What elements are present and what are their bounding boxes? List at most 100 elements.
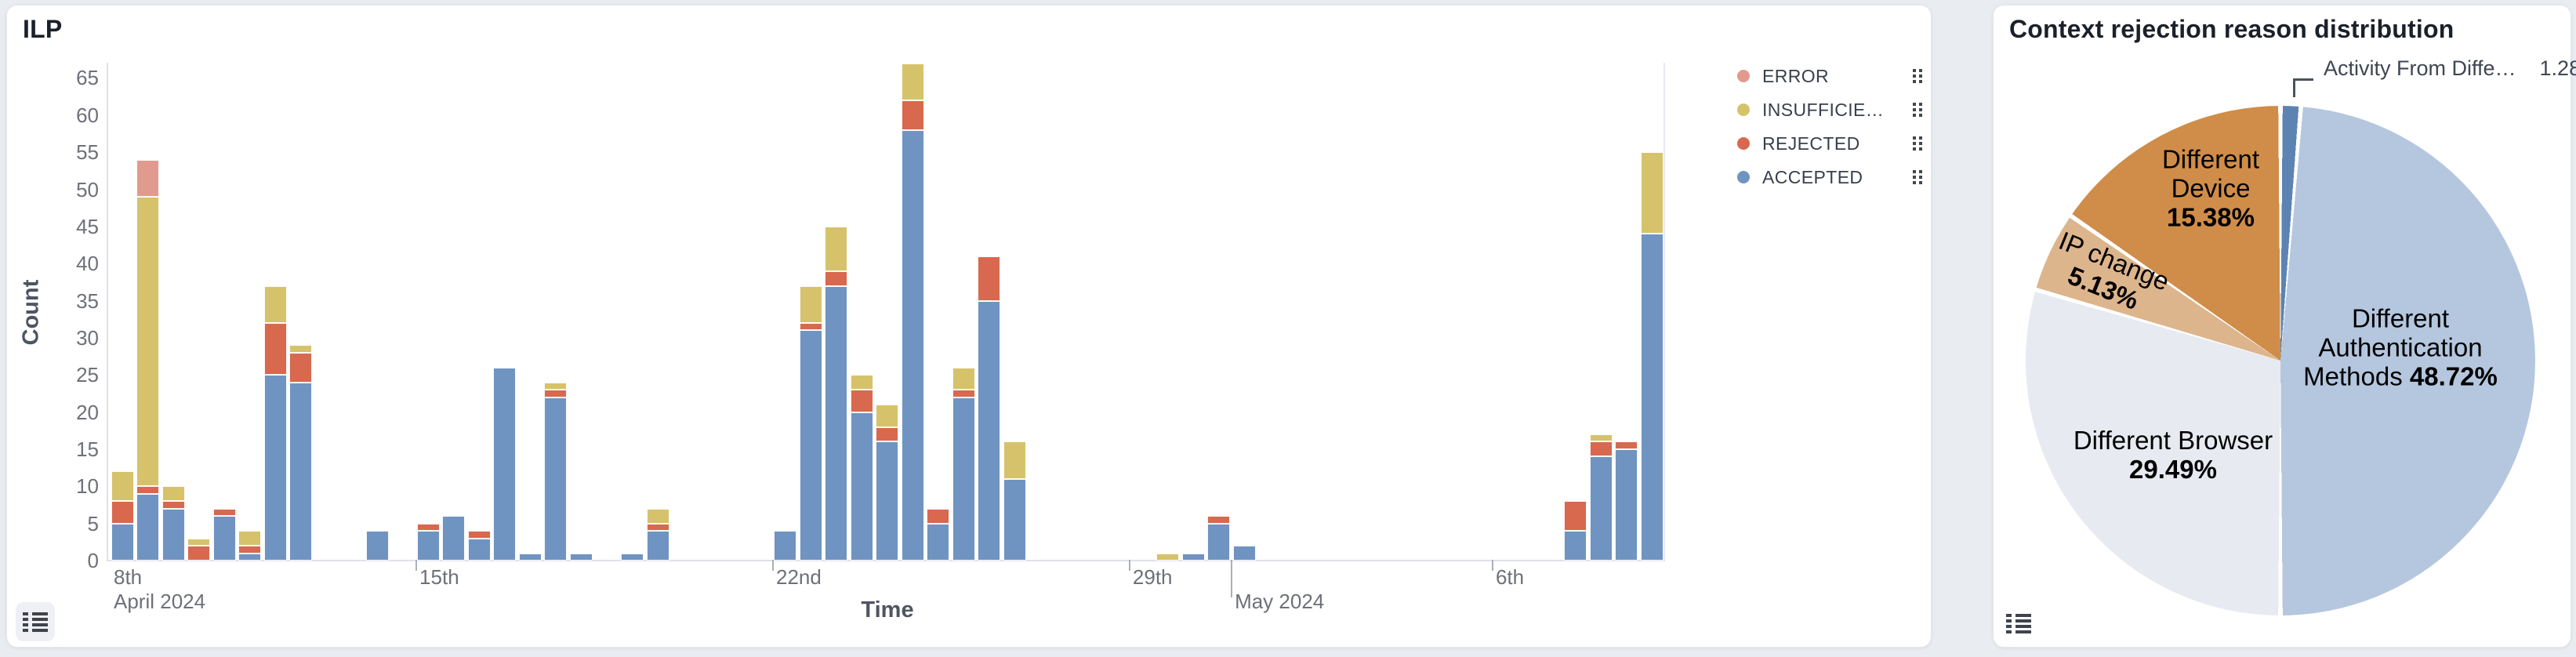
stacked-bar[interactable] bbox=[416, 523, 440, 561]
bar-segment-rejected bbox=[952, 390, 975, 397]
stacked-bar[interactable] bbox=[263, 285, 287, 561]
stacked-bar[interactable] bbox=[467, 531, 491, 561]
bar-segment-accepted bbox=[1640, 234, 1664, 561]
bar-segment-rejected bbox=[544, 390, 568, 397]
pie-outside-label-pct: 1.28% bbox=[2539, 56, 2576, 80]
bar-segment-rejected bbox=[111, 501, 134, 524]
y-tick-label: 25 bbox=[76, 363, 99, 387]
bar-segment-insufficient bbox=[161, 486, 185, 502]
legend-item-error[interactable]: ERROR bbox=[1737, 61, 1922, 91]
stacked-bar[interactable] bbox=[212, 508, 236, 561]
stacked-bar[interactable] bbox=[1207, 516, 1231, 561]
stacked-bar[interactable] bbox=[646, 508, 669, 561]
y-axis-line bbox=[107, 63, 108, 561]
stacked-bar[interactable] bbox=[774, 531, 797, 561]
bar-segment-accepted bbox=[238, 553, 262, 561]
stacked-bar[interactable] bbox=[161, 486, 185, 561]
stacked-bar[interactable] bbox=[442, 516, 466, 561]
drag-grip-icon[interactable] bbox=[1913, 170, 1922, 184]
x-tick-mark bbox=[771, 560, 774, 571]
x-axis-name: Time bbox=[861, 597, 914, 623]
y-tick-label: 10 bbox=[76, 474, 99, 499]
stacked-bar[interactable] bbox=[569, 553, 593, 561]
bar-segment-rejected bbox=[646, 523, 669, 532]
legend-dot-icon bbox=[1737, 171, 1750, 183]
stacked-bar[interactable] bbox=[1564, 501, 1587, 561]
rejection-panel-title: Context rejection reason distribution bbox=[2009, 15, 2454, 43]
bar-segment-accepted bbox=[161, 508, 185, 561]
bar-segment-rejected bbox=[901, 100, 924, 130]
stacked-bar[interactable] bbox=[901, 63, 924, 561]
grip-dot bbox=[1913, 114, 1916, 117]
stacked-bar[interactable] bbox=[850, 375, 873, 561]
rejection-pie[interactable] bbox=[2026, 106, 2535, 615]
bar-segment-rejected bbox=[187, 546, 211, 561]
stacked-bar[interactable] bbox=[952, 367, 975, 561]
stacked-bar[interactable] bbox=[620, 553, 644, 561]
stacked-bar[interactable] bbox=[493, 367, 517, 561]
stacked-bar[interactable] bbox=[289, 345, 313, 561]
grip-dot bbox=[1919, 108, 1922, 111]
x-tick-label: 8th bbox=[114, 565, 143, 589]
stacked-bar[interactable] bbox=[365, 531, 389, 561]
bar-segment-insufficient bbox=[111, 471, 134, 502]
stacked-bar[interactable] bbox=[1156, 553, 1180, 561]
bar-segment-rejected bbox=[212, 508, 236, 517]
stacked-bar[interactable] bbox=[1589, 434, 1613, 561]
drag-grip-icon[interactable] bbox=[1913, 136, 1922, 151]
bar-segment-insufficient bbox=[876, 405, 899, 427]
y-tick-label: 30 bbox=[76, 325, 99, 350]
stacked-bar[interactable] bbox=[518, 553, 542, 561]
pie-outside-label-name: Activity From Diffe… bbox=[2324, 56, 2516, 80]
bar-segment-rejected bbox=[161, 501, 185, 509]
grip-dot bbox=[1913, 69, 1916, 72]
bar-segment-accepted bbox=[1564, 531, 1587, 561]
legend-item-label: ACCEPTED bbox=[1762, 166, 1863, 187]
bar-segment-accepted bbox=[646, 531, 669, 561]
grip-dot bbox=[1913, 170, 1916, 173]
pie-connector-vertical bbox=[2293, 78, 2295, 97]
ilp-legend-list-button[interactable] bbox=[16, 602, 55, 641]
bar-segment-accepted bbox=[493, 367, 517, 561]
drag-grip-icon[interactable] bbox=[1913, 69, 1922, 83]
bar-segment-rejected bbox=[876, 427, 899, 442]
legend-dot-icon bbox=[1737, 70, 1750, 82]
stacked-bar[interactable] bbox=[136, 159, 160, 561]
bar-segment-rejected bbox=[1564, 501, 1587, 532]
x-tick-label: 6th bbox=[1495, 565, 1525, 589]
stacked-bar[interactable] bbox=[825, 226, 848, 561]
y-axis-name: Count bbox=[18, 279, 44, 346]
bar-segment-accepted bbox=[416, 531, 440, 561]
bar-segment-rejected bbox=[416, 523, 440, 532]
bar-segment-insufficient bbox=[136, 196, 160, 487]
stacked-bar[interactable] bbox=[1003, 441, 1026, 561]
stacked-bar[interactable] bbox=[544, 382, 568, 561]
stacked-bar[interactable] bbox=[111, 471, 134, 561]
x-tick-label: May 2024 bbox=[1235, 590, 1325, 613]
bar-segment-accepted bbox=[544, 397, 568, 561]
stacked-bar[interactable] bbox=[1181, 553, 1205, 561]
bar-segment-accepted bbox=[850, 412, 873, 561]
stacked-bar[interactable] bbox=[187, 538, 211, 561]
grip-dot bbox=[1919, 147, 1922, 151]
bar-segment-accepted bbox=[1003, 478, 1026, 561]
stacked-bar[interactable] bbox=[978, 256, 1001, 561]
legend-dot-icon bbox=[1737, 103, 1750, 116]
drag-grip-icon[interactable] bbox=[1913, 103, 1922, 117]
rejection-legend-list-button[interactable] bbox=[2001, 605, 2037, 641]
legend-item-accepted[interactable]: ACCEPTED bbox=[1737, 162, 1922, 192]
stacked-bar[interactable] bbox=[876, 405, 899, 561]
stacked-bar[interactable] bbox=[927, 508, 950, 561]
bar-segment-insufficient bbox=[1589, 434, 1613, 442]
legend-item-insufficie[interactable]: INSUFFICIE… bbox=[1737, 95, 1922, 125]
legend-item-rejected[interactable]: REJECTED bbox=[1737, 129, 1922, 158]
stacked-bar[interactable] bbox=[799, 285, 822, 561]
stacked-bar[interactable] bbox=[1232, 546, 1256, 561]
bar-segment-accepted bbox=[978, 300, 1001, 561]
bar-segment-accepted bbox=[263, 375, 287, 561]
stacked-bar[interactable] bbox=[1640, 152, 1664, 561]
grip-dot bbox=[1919, 181, 1922, 184]
stacked-bar[interactable] bbox=[1615, 441, 1638, 561]
bar-segment-rejected bbox=[978, 256, 1001, 301]
stacked-bar[interactable] bbox=[238, 531, 262, 561]
